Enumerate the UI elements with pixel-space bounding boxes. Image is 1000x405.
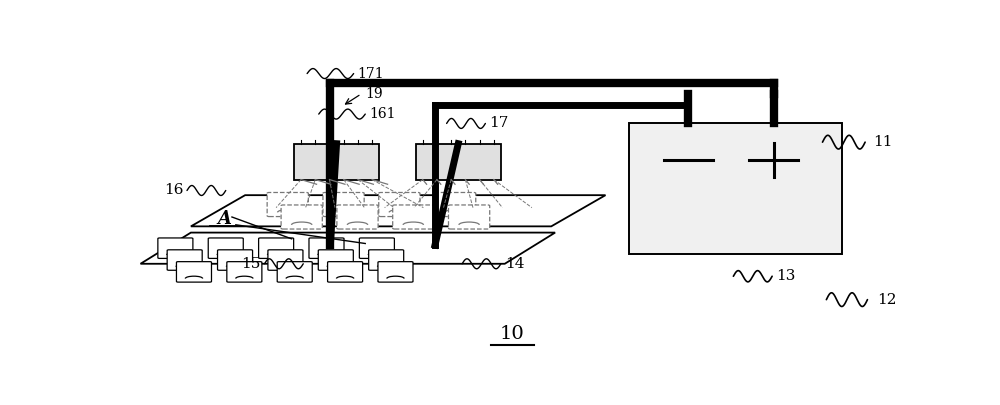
FancyBboxPatch shape bbox=[267, 192, 308, 217]
Text: 12: 12 bbox=[877, 293, 896, 307]
FancyBboxPatch shape bbox=[393, 205, 434, 229]
Text: 10: 10 bbox=[500, 325, 525, 343]
FancyBboxPatch shape bbox=[277, 262, 312, 282]
FancyBboxPatch shape bbox=[218, 250, 253, 270]
FancyBboxPatch shape bbox=[309, 238, 344, 258]
Text: 14: 14 bbox=[505, 257, 524, 271]
Text: 13: 13 bbox=[776, 269, 795, 283]
Text: 171: 171 bbox=[358, 66, 384, 81]
FancyBboxPatch shape bbox=[328, 262, 363, 282]
FancyBboxPatch shape bbox=[378, 262, 413, 282]
FancyBboxPatch shape bbox=[158, 238, 193, 258]
Text: 16: 16 bbox=[164, 183, 183, 198]
Text: 19: 19 bbox=[365, 87, 383, 101]
Text: 15: 15 bbox=[241, 257, 261, 271]
Text: 17: 17 bbox=[489, 117, 509, 130]
FancyBboxPatch shape bbox=[359, 238, 394, 258]
FancyBboxPatch shape bbox=[369, 250, 404, 270]
Bar bbox=[629, 124, 842, 254]
FancyBboxPatch shape bbox=[167, 250, 202, 270]
FancyBboxPatch shape bbox=[281, 205, 322, 229]
FancyBboxPatch shape bbox=[379, 192, 420, 217]
FancyBboxPatch shape bbox=[448, 205, 490, 229]
FancyBboxPatch shape bbox=[435, 192, 476, 217]
Bar bbox=[416, 144, 501, 179]
Text: A: A bbox=[217, 209, 231, 228]
FancyBboxPatch shape bbox=[208, 238, 243, 258]
FancyBboxPatch shape bbox=[227, 262, 262, 282]
FancyBboxPatch shape bbox=[176, 262, 211, 282]
Text: 161: 161 bbox=[369, 107, 396, 121]
Bar bbox=[294, 144, 379, 179]
Text: 11: 11 bbox=[873, 135, 892, 149]
FancyBboxPatch shape bbox=[259, 238, 294, 258]
FancyBboxPatch shape bbox=[268, 250, 303, 270]
FancyBboxPatch shape bbox=[323, 192, 364, 217]
FancyBboxPatch shape bbox=[318, 250, 353, 270]
FancyBboxPatch shape bbox=[337, 205, 378, 229]
